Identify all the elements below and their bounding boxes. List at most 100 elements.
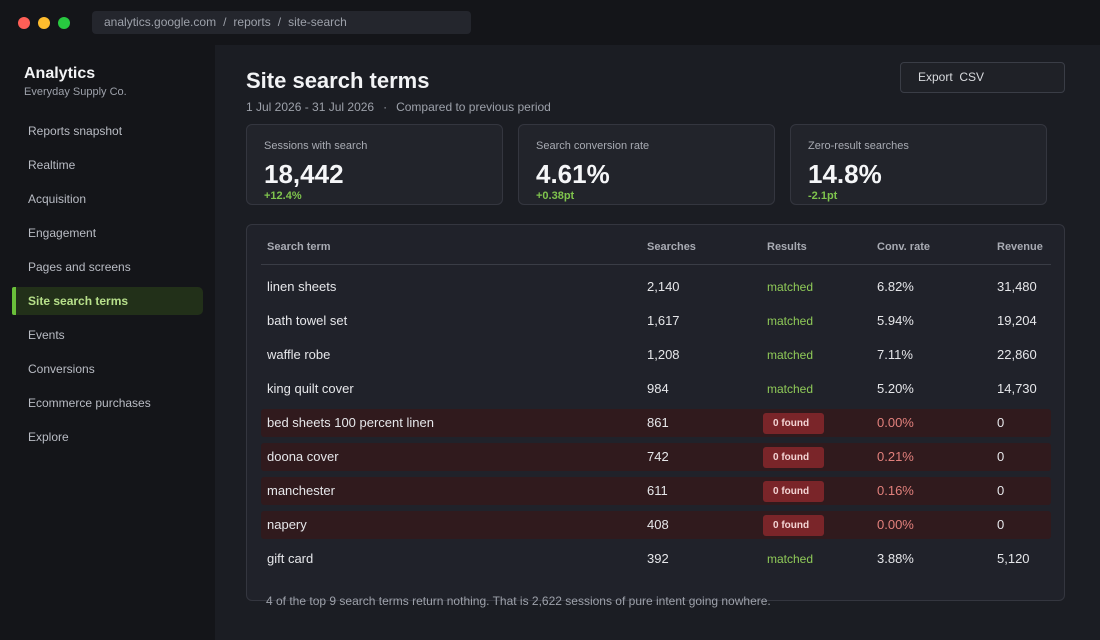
url-path-reports: reports bbox=[233, 15, 271, 29]
cell-searches: 984 bbox=[647, 381, 669, 396]
cell-revenue: 0 bbox=[997, 449, 1005, 464]
column-header-results[interactable]: Results bbox=[767, 241, 807, 253]
table-row-zero-result[interactable]: doona cover 742 0 found 0.21% 0 bbox=[261, 443, 1051, 471]
cell-revenue: 0 bbox=[997, 415, 1005, 430]
cell-revenue: 22,860 bbox=[997, 347, 1037, 362]
sidebar-item-realtime[interactable]: Realtime bbox=[28, 158, 76, 172]
address-bar[interactable]: analytics.google.com / reports / site-search bbox=[92, 11, 471, 34]
cell-revenue: 0 bbox=[997, 483, 1005, 498]
cell-searches: 1,208 bbox=[647, 347, 680, 362]
table-row[interactable]: linen sheets 2,140 matched 6.82% 31,480 bbox=[261, 273, 1051, 301]
sidebar-item-reports-snapshot[interactable]: Reports snapshot bbox=[28, 124, 123, 138]
metric-delta: +12.4% bbox=[264, 190, 302, 202]
cell-searches: 1,617 bbox=[647, 313, 680, 328]
app-brand: Analytics bbox=[24, 65, 96, 82]
cell-searches: 2,140 bbox=[647, 279, 680, 294]
metric-card-sessions-with-search: Sessions with search 18,442 +12.4% bbox=[246, 124, 503, 205]
minimize-window-icon[interactable] bbox=[38, 17, 50, 29]
column-header-search-term[interactable]: Search term bbox=[267, 241, 331, 253]
cell-revenue: 0 bbox=[997, 517, 1005, 532]
cell-conv-rate: 7.11% bbox=[877, 347, 913, 362]
sidebar-item-explore[interactable]: Explore bbox=[28, 430, 69, 444]
cell-results-matched: matched bbox=[767, 314, 814, 328]
cell-results-matched: matched bbox=[767, 280, 814, 294]
window-titlebar: analytics.google.com / reports / site-search bbox=[0, 0, 1100, 45]
cell-searches: 408 bbox=[647, 517, 669, 532]
cell-conv-rate: 0.00% bbox=[877, 415, 914, 430]
metric-label: Search conversion rate bbox=[536, 140, 650, 152]
cell-search-term: king quilt cover bbox=[267, 381, 354, 396]
cell-conv-rate: 3.88% bbox=[877, 551, 914, 566]
table-row[interactable]: bath towel set 1,617 matched 5.94% 19,20… bbox=[261, 307, 1051, 335]
cell-search-term: gift card bbox=[267, 551, 314, 566]
zero-found-badge: 0 found bbox=[763, 447, 824, 468]
main-content: Site search terms 1 Jul 2026 - 31 Jul 20… bbox=[215, 45, 1100, 640]
table-body: linen sheets 2,140 matched 6.82% 31,480 … bbox=[261, 273, 1051, 579]
cell-searches: 742 bbox=[647, 449, 669, 464]
metric-delta: +0.38pt bbox=[536, 190, 575, 202]
zero-found-badge: 0 found bbox=[763, 413, 824, 434]
column-header-searches[interactable]: Searches bbox=[647, 241, 696, 253]
table-row[interactable]: king quilt cover 984 matched 5.20% 14,73… bbox=[261, 375, 1051, 403]
cell-conv-rate: 0.00% bbox=[877, 517, 914, 532]
metric-value: 4.61% bbox=[536, 159, 610, 189]
metric-label: Sessions with search bbox=[264, 140, 368, 152]
cell-results-matched: matched bbox=[767, 382, 814, 396]
cell-conv-rate: 0.16% bbox=[877, 483, 914, 498]
report-period: 1 Jul 2026 - 31 Jul 2026 · Compared to pre… bbox=[246, 100, 551, 114]
comparison-label[interactable]: Compared to previous period bbox=[396, 100, 551, 114]
sidebar-item-events[interactable]: Events bbox=[28, 328, 65, 342]
sidebar-item-acquisition[interactable]: Acquisition bbox=[28, 192, 87, 206]
sidebar-item-pages-and-screens[interactable]: Pages and screens bbox=[28, 260, 131, 274]
cell-conv-rate: 5.94% bbox=[877, 313, 914, 328]
cell-conv-rate: 0.21% bbox=[877, 449, 914, 464]
sidebar-nav: Reports snapshot Realtime Acquisition En… bbox=[12, 117, 203, 457]
cell-search-term: doona cover bbox=[267, 449, 339, 464]
table-row-zero-result[interactable]: manchester 611 0 found 0.16% 0 bbox=[261, 477, 1051, 505]
cell-searches: 611 bbox=[647, 483, 668, 498]
column-header-revenue[interactable]: Revenue bbox=[997, 241, 1043, 253]
column-header-conv-rate[interactable]: Conv. rate bbox=[877, 241, 930, 253]
table-row-zero-result[interactable]: bed sheets 100 percent linen 861 0 found… bbox=[261, 409, 1051, 437]
account-name: Everyday Supply Co. bbox=[24, 86, 127, 98]
zero-found-badge: 0 found bbox=[763, 481, 824, 502]
table-row[interactable]: gift card 392 matched 3.88% 5,120 bbox=[261, 545, 1051, 573]
metric-label: Zero-result searches bbox=[808, 140, 909, 152]
page-title: Site search terms bbox=[246, 68, 430, 93]
url-path-site-search: site-search bbox=[288, 15, 347, 29]
metric-delta: -2.1pt bbox=[808, 190, 838, 202]
metric-value: 18,442 bbox=[264, 159, 344, 189]
metric-card-zero-result-searches: Zero-result searches 14.8% -2.1pt bbox=[790, 124, 1047, 205]
table-header: Search term Searches Results Conv. rate … bbox=[261, 237, 1051, 265]
cell-revenue: 19,204 bbox=[997, 313, 1037, 328]
cell-search-term: manchester bbox=[267, 483, 335, 498]
metric-card-search-conversion-rate: Search conversion rate 4.61% +0.38pt bbox=[518, 124, 775, 205]
cell-results-matched: matched bbox=[767, 348, 814, 362]
maximize-window-icon[interactable] bbox=[58, 17, 70, 29]
search-terms-table: Search term Searches Results Conv. rate … bbox=[246, 224, 1065, 608]
cell-revenue: 5,120 bbox=[997, 551, 1030, 566]
url-host: analytics.google.com bbox=[104, 15, 217, 29]
export-csv-button[interactable]: Export CSV bbox=[900, 62, 1065, 93]
cell-search-term: linen sheets bbox=[267, 279, 337, 294]
sidebar-item-engagement[interactable]: Engagement bbox=[28, 226, 97, 240]
cell-conv-rate: 5.20% bbox=[877, 381, 914, 396]
table-footnote: 4 of the top 9 search terms return nothi… bbox=[266, 594, 771, 608]
cell-results-matched: matched bbox=[767, 552, 814, 566]
cell-search-term: bed sheets 100 percent linen bbox=[267, 415, 434, 430]
sidebar-item-conversions[interactable]: Conversions bbox=[28, 362, 95, 376]
close-window-icon[interactable] bbox=[18, 17, 30, 29]
zero-found-badge: 0 found bbox=[763, 515, 824, 536]
sidebar-item-site-search-terms[interactable]: Site search terms bbox=[12, 287, 203, 315]
date-range[interactable]: 1 Jul 2026 - 31 Jul 2026 bbox=[246, 100, 375, 114]
metric-value: 14.8% bbox=[808, 159, 882, 189]
cell-search-term: waffle robe bbox=[267, 347, 331, 362]
table-row-zero-result[interactable]: napery 408 0 found 0.00% 0 bbox=[261, 511, 1051, 539]
cell-search-term: napery bbox=[267, 517, 307, 532]
table-row[interactable]: waffle robe 1,208 matched 7.11% 22,860 bbox=[261, 341, 1051, 369]
sidebar: Analytics Everyday Supply Co. Reports sn… bbox=[0, 45, 215, 640]
cell-revenue: 14,730 bbox=[997, 381, 1037, 396]
cell-searches: 392 bbox=[647, 551, 669, 566]
sidebar-item-ecommerce-purchases[interactable]: Ecommerce purchases bbox=[28, 396, 151, 410]
cell-searches: 861 bbox=[647, 415, 669, 430]
